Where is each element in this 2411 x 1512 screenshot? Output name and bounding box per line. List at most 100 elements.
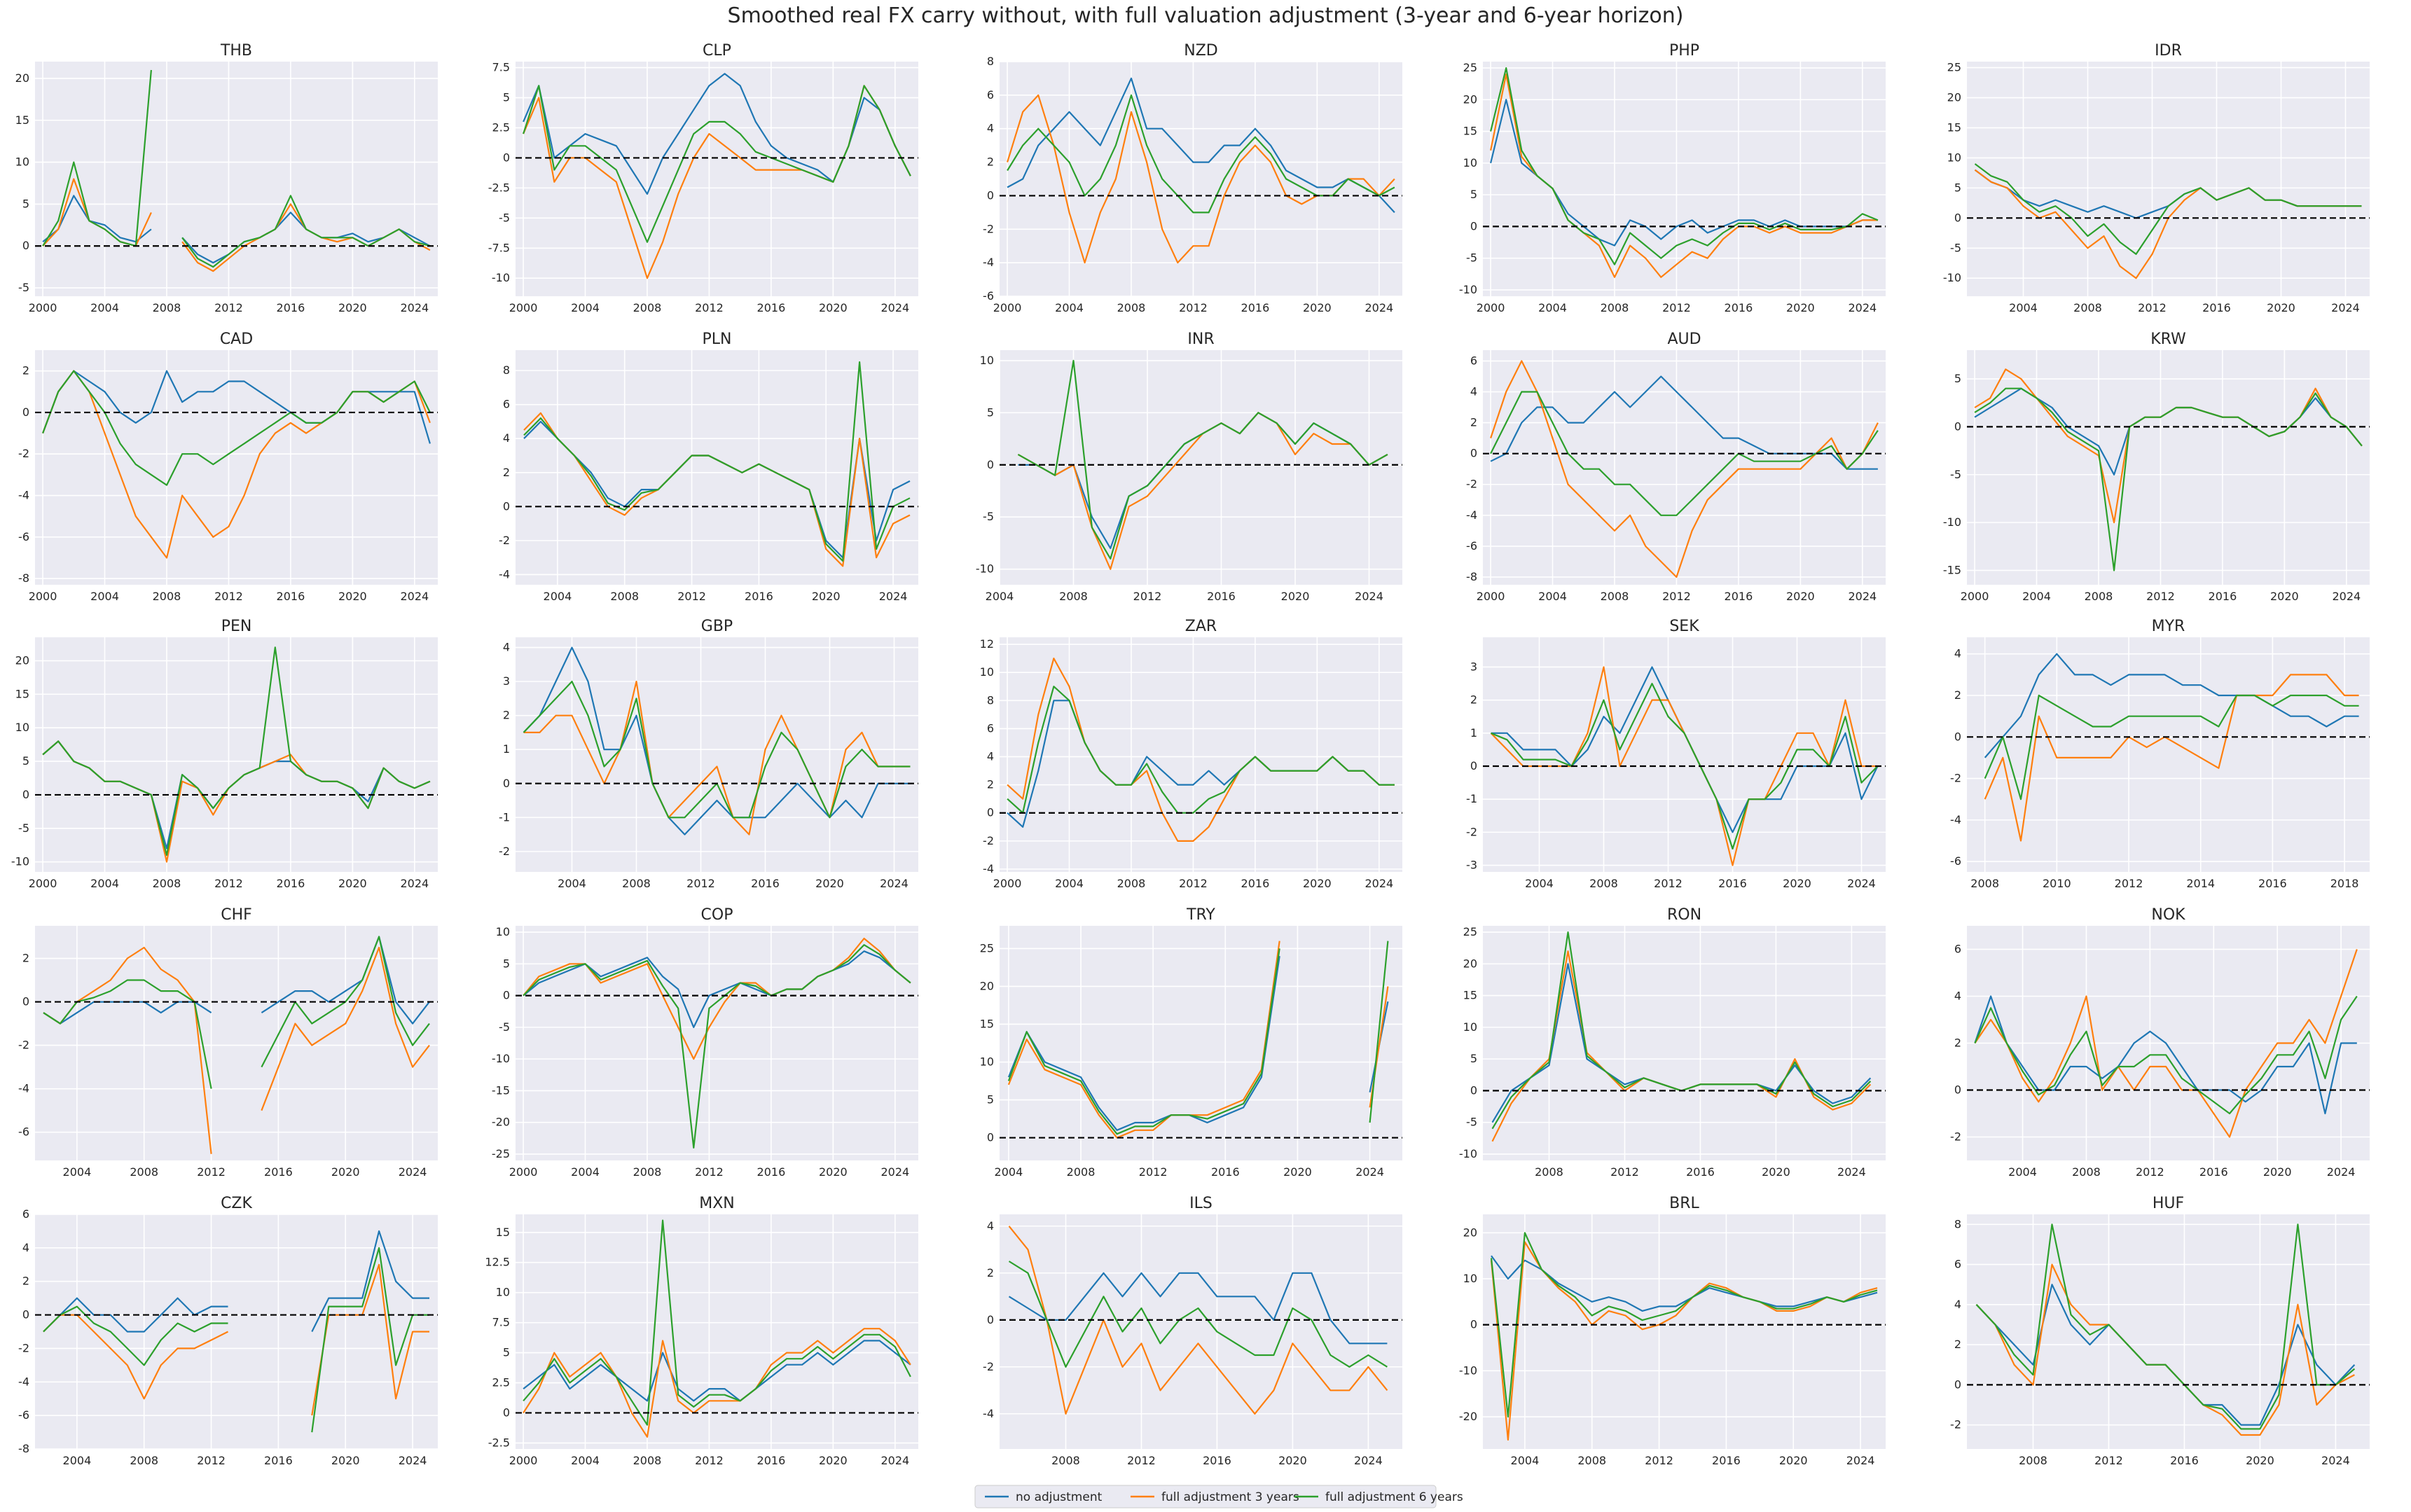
- x-tick-label: 2024: [1355, 1165, 1384, 1179]
- panel-title: CAD: [220, 331, 253, 348]
- x-tick-label: 2020: [2246, 1454, 2274, 1467]
- x-tick-label: 2000: [1477, 301, 1505, 314]
- y-tick-label: 4: [503, 431, 510, 445]
- y-tick-label: 0: [22, 1308, 29, 1322]
- y-tick-label: -5: [499, 211, 510, 224]
- x-tick-label: 2020: [1283, 1165, 1312, 1179]
- y-tick-label: 0: [1470, 759, 1477, 772]
- y-tick-label: 2: [1470, 416, 1477, 429]
- series-group: [1483, 931, 1886, 1142]
- panel-sek: SEK 2004 2008 2012 2016 2020 2024 -3 -2 -1 0 1 2 3: [1466, 618, 1886, 890]
- panel-gbp: GBP 2004 2008 2012 2016 2020 2024 -2 -1 0 1 2 3 4: [499, 618, 918, 890]
- y-tick-label: 15: [15, 687, 29, 700]
- panel-cad: CAD 2000 2004 2008 2012 2016 2020 2024 -8 -6 -4 -2 0…: [18, 331, 438, 603]
- y-tick-label: 25: [980, 941, 994, 955]
- series-line-2: [1490, 1241, 1878, 1441]
- x-tick-label: 2004: [1055, 877, 1084, 890]
- y-tick-label: 4: [22, 1241, 29, 1254]
- x-tick-label: 2012: [695, 1454, 724, 1467]
- y-tick-label: -5: [983, 510, 994, 523]
- y-tick-label: -10: [1943, 515, 1961, 529]
- y-tick-label: 15: [1463, 125, 1477, 138]
- y-tick-label: -4: [1950, 813, 1961, 826]
- x-tick-label: 2012: [1610, 1165, 1639, 1179]
- plot-area: [1000, 62, 1402, 296]
- y-tick-label: 3: [1470, 660, 1477, 673]
- panel-pln: PLN 2004 2008 2012 2016 2020 2024 -4 -2 0 2 4 6 8: [499, 331, 918, 603]
- y-tick-label: -2.5: [488, 181, 510, 194]
- x-tick-label: 2000: [29, 590, 57, 603]
- series-group: [1483, 1232, 1886, 1441]
- y-tick-label: -25: [492, 1147, 510, 1160]
- x-tick-label: 2024: [880, 301, 909, 314]
- y-tick-label: -2: [1466, 478, 1477, 491]
- y-tick-label: 15: [496, 1226, 510, 1239]
- y-tick-label: 0: [1954, 1378, 1961, 1391]
- y-tick-label: -4: [18, 1082, 29, 1095]
- x-tick-label: 2004: [544, 590, 572, 603]
- x-tick-label: 2004: [1055, 301, 1084, 314]
- y-tick-label: -6: [18, 1408, 29, 1422]
- y-tick-label: 6: [987, 88, 994, 102]
- y-tick-label: 20: [15, 71, 29, 85]
- y-tick-label: -10: [1943, 271, 1961, 284]
- x-tick-label: 2012: [2136, 1165, 2164, 1179]
- x-tick-label: 2012: [1662, 301, 1691, 314]
- panel-title: IDR: [2155, 42, 2182, 60]
- series-line-1: [523, 646, 911, 835]
- x-tick-label: 2004: [1525, 877, 1554, 890]
- x-tick-label: 2008: [622, 877, 651, 890]
- y-tick-label: -2: [1950, 772, 1961, 785]
- y-tick-label: 10: [1463, 1272, 1477, 1285]
- y-tick-label: -8: [18, 1442, 29, 1455]
- x-tick-label: 2016: [1203, 1454, 1231, 1467]
- y-tick-label: 0: [503, 151, 510, 164]
- legend: no adjustment full adjustment 3 years full…: [974, 1485, 1463, 1508]
- x-tick-label: 2012: [2115, 877, 2143, 890]
- x-tick-label: 2020: [1278, 1454, 1307, 1467]
- x-tick-label: 2016: [1211, 1165, 1240, 1179]
- y-tick-label: 2: [987, 778, 994, 791]
- x-tick-label: 2020: [812, 590, 841, 603]
- y-tick-label: 10: [15, 721, 29, 734]
- x-tick-label: 2012: [1662, 590, 1691, 603]
- panel-title: AUD: [1667, 331, 1701, 348]
- y-tick-label: -2: [18, 1039, 29, 1052]
- figure-title: Smoothed real FX carry without, with ful…: [728, 4, 1684, 28]
- plot-area: [516, 926, 918, 1160]
- x-tick-label: 2016: [2202, 301, 2231, 314]
- series-group: [35, 646, 438, 863]
- panel-title: GBP: [701, 618, 733, 635]
- y-tick-label: -7.5: [488, 241, 510, 254]
- legend-label: no adjustment: [1016, 1490, 1103, 1504]
- y-tick-label: 7.5: [492, 61, 510, 74]
- series-group: [1000, 1226, 1402, 1415]
- x-tick-label: 2008: [1601, 590, 1629, 603]
- y-tick-label: 8: [987, 55, 994, 68]
- series-line-3: [43, 1247, 429, 1433]
- x-tick-label: 2020: [1762, 1165, 1790, 1179]
- y-tick-label: 0: [1470, 1318, 1477, 1331]
- legend-label: full adjustment 6 years: [1325, 1490, 1463, 1504]
- x-tick-label: 2004: [571, 301, 600, 314]
- x-tick-label: 2024: [2332, 590, 2361, 603]
- y-tick-label: -8: [1466, 570, 1477, 583]
- x-tick-label: 2024: [2331, 301, 2360, 314]
- y-tick-label: -15: [1943, 563, 1961, 576]
- y-tick-label: 0: [1470, 1083, 1477, 1097]
- y-tick-label: -5: [1466, 251, 1477, 265]
- x-tick-label: 2016: [757, 301, 786, 314]
- x-tick-label: 2012: [1139, 1165, 1168, 1179]
- y-tick-label: -2: [18, 1341, 29, 1354]
- x-tick-label: 2000: [993, 301, 1022, 314]
- y-tick-label: -2: [499, 534, 510, 547]
- x-tick-label: 2008: [633, 301, 662, 314]
- y-tick-label: -8: [18, 571, 29, 585]
- y-tick-label: 6: [1954, 943, 1961, 956]
- y-tick-label: -6: [1466, 539, 1477, 553]
- panel-title: THB: [220, 42, 252, 60]
- y-tick-label: 5: [22, 754, 29, 768]
- panel-title: CHF: [221, 906, 252, 924]
- x-tick-label: 2020: [1786, 590, 1815, 603]
